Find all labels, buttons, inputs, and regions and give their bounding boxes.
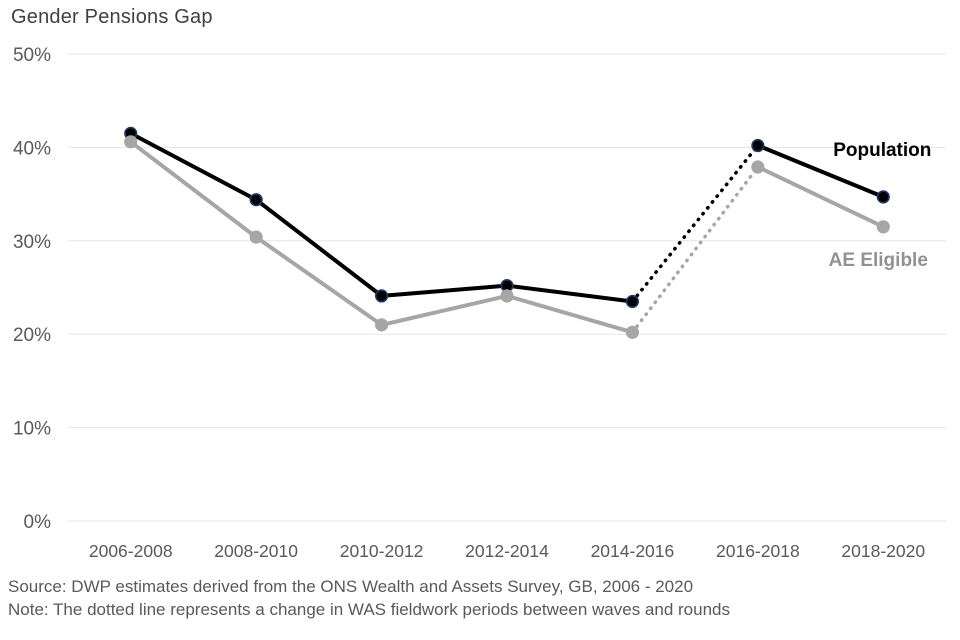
- population-marker: [249, 193, 263, 207]
- ae-eligible-marker: [249, 230, 263, 244]
- x-tick-label: 2006-2008: [89, 541, 173, 561]
- ae-eligible-marker: [500, 289, 514, 303]
- y-tick-label: 30%: [13, 232, 51, 253]
- population-marker: [751, 138, 765, 153]
- chart-title: Gender Pensions Gap: [11, 6, 213, 28]
- footnote-source: Source: DWP estimates derived from the O…: [8, 577, 694, 596]
- y-tick-label: 40%: [13, 138, 51, 159]
- y-tick-label: 50%: [13, 45, 51, 66]
- ae-eligible-dotted-line: [630, 165, 760, 335]
- x-tick-label: 2018-2020: [841, 541, 925, 561]
- population-line: [755, 143, 886, 199]
- ae-eligible-line: [128, 139, 635, 335]
- population-marker: [876, 190, 890, 204]
- ae-eligible-marker: [751, 160, 765, 174]
- population-marker: [625, 294, 640, 309]
- ae-eligible-marker: [124, 135, 138, 149]
- y-tick-label: 10%: [13, 419, 51, 440]
- y-tick-label: 20%: [13, 325, 51, 346]
- population-marker: [374, 289, 389, 303]
- chart-footnotes: Source: DWP estimates derived from the O…: [8, 575, 730, 621]
- x-tick-label: 2010-2012: [340, 541, 424, 561]
- ae-eligible-series-label: AE Eligible: [829, 250, 928, 271]
- ae-eligible-line: [755, 165, 886, 229]
- x-tick-label: 2016-2018: [716, 541, 800, 561]
- footnote-note: Note: The dotted line represents a chang…: [8, 600, 730, 619]
- population-dotted-line: [630, 143, 760, 304]
- x-tick-label: 2014-2016: [591, 541, 675, 561]
- ae-eligible-marker: [374, 318, 389, 332]
- population-series-label: Population: [833, 140, 931, 161]
- ae-eligible-marker: [625, 325, 640, 339]
- y-tick-label: 0%: [24, 512, 52, 533]
- ae-eligible-marker: [876, 220, 890, 234]
- x-tick-label: 2008-2010: [214, 541, 298, 561]
- x-tick-label: 2012-2014: [465, 541, 549, 561]
- population-line: [128, 131, 635, 304]
